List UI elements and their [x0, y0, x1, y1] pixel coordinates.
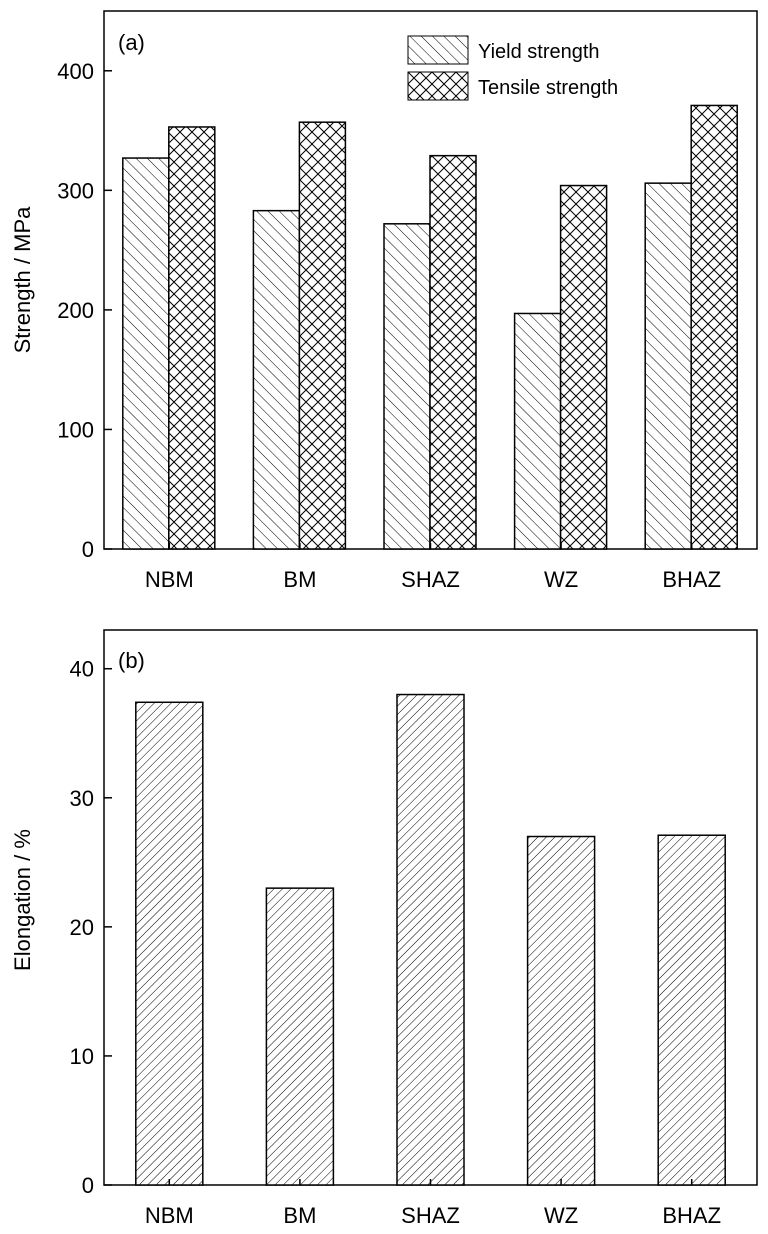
x-tick-label: WZ	[544, 1203, 578, 1228]
x-tick-label: SHAZ	[401, 1203, 460, 1228]
bar-shaz-series-1	[429, 154, 477, 550]
bar-wz-series-0	[526, 835, 596, 1186]
x-tick-label: BHAZ	[662, 567, 721, 592]
x-tick-label: NBM	[145, 1203, 194, 1228]
y-axis-label: Strength / MPa	[10, 206, 35, 354]
y-tick-label: 30	[70, 786, 94, 811]
y-tick-label: 20	[70, 915, 94, 940]
bar-shaz-series-0	[396, 693, 465, 1186]
panel-label: (b)	[118, 648, 145, 673]
bar-nbm-series-0	[122, 157, 170, 550]
bar-bhaz-series-0	[644, 182, 692, 550]
x-tick-label: BM	[283, 567, 316, 592]
bar-shaz-series-0	[383, 223, 431, 550]
y-tick-label: 200	[57, 298, 94, 323]
x-tick-label: BM	[283, 1203, 316, 1228]
x-tick-label: NBM	[145, 567, 194, 592]
y-tick-label: 100	[57, 417, 94, 442]
y-tick-label: 300	[57, 178, 94, 203]
legend-label-yield: Yield strength	[478, 41, 600, 63]
elongation-chart: (b) Elongation / % 0 10 20 30 40 NBM BM SHAZ WZ B…	[10, 629, 758, 1228]
y-axis-label: Elongation / %	[10, 829, 35, 971]
y-tick-label: 400	[57, 59, 94, 84]
legend-swatch-tensile	[407, 71, 469, 101]
y-tick-label: 0	[82, 537, 94, 562]
bar-nbm-series-0	[135, 701, 204, 1186]
panel-label: (a)	[118, 30, 145, 55]
bar-bm-series-1	[298, 121, 347, 550]
x-tick-label: BHAZ	[662, 1203, 721, 1228]
bar-nbm-series-1	[168, 126, 216, 550]
y-tick-label: 10	[70, 1044, 94, 1069]
legend: Yield strength Tensile strength	[407, 35, 618, 101]
legend-swatch-yield	[407, 35, 469, 65]
bar-bm-series-0	[252, 209, 301, 550]
x-tick-label: WZ	[544, 567, 578, 592]
legend-label-tensile: Tensile strength	[478, 77, 618, 99]
y-tick-label: 0	[82, 1173, 94, 1198]
bar-bm-series-0	[265, 887, 335, 1186]
bar-wz-series-1	[559, 184, 608, 550]
bar-bhaz-series-1	[690, 104, 738, 550]
y-tick-label: 40	[70, 657, 94, 682]
bar-wz-series-0	[513, 312, 562, 550]
strength-chart: (a) Strength / MPa Yield strength Tensil…	[10, 10, 758, 592]
x-tick-label: SHAZ	[401, 567, 460, 592]
bar-bhaz-series-0	[657, 834, 726, 1186]
